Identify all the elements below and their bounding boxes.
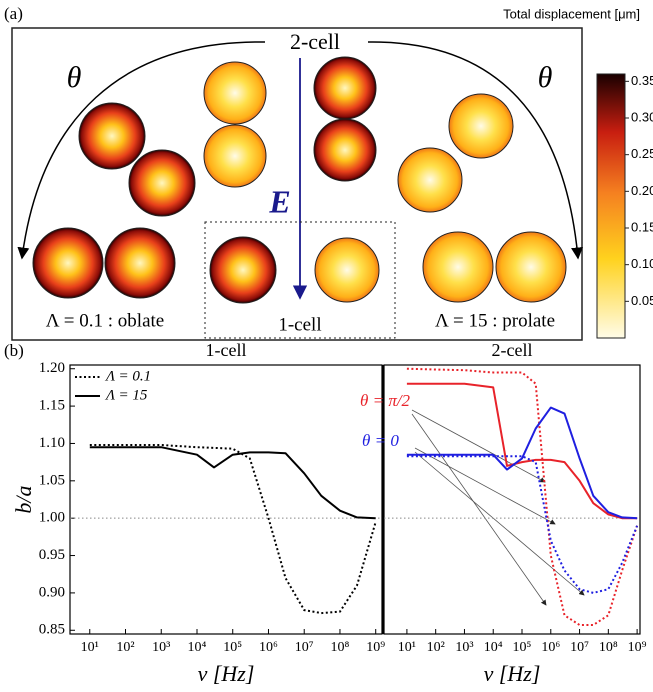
x-tick-label: 10⁷ bbox=[295, 640, 314, 655]
data-line bbox=[406, 367, 639, 626]
field-label: E bbox=[268, 183, 290, 219]
legend-label: Λ = 15 bbox=[104, 387, 148, 403]
cells bbox=[32, 56, 567, 304]
x-tick-label: 10⁵ bbox=[513, 640, 532, 655]
theta-arrow bbox=[17, 41, 266, 260]
data-line bbox=[406, 455, 639, 594]
two-cell-label: 2-cell bbox=[290, 29, 340, 54]
annotation: θ = π/2 bbox=[360, 391, 411, 410]
y-tick-label: 1.15 bbox=[39, 398, 65, 414]
colorbar bbox=[596, 73, 626, 339]
panel-label: (b) bbox=[4, 341, 24, 360]
data-line bbox=[89, 444, 377, 615]
x-tick-label: 10³ bbox=[455, 640, 473, 655]
y-axis-label: b/a bbox=[11, 485, 36, 513]
oblate-label: Λ = 0.1 : oblate bbox=[46, 310, 164, 331]
theta-label: θ bbox=[67, 61, 82, 94]
y-tick-label: 0.95 bbox=[39, 547, 65, 563]
plot-title: 2-cell bbox=[492, 340, 533, 360]
y-tick-label: 1.05 bbox=[39, 472, 65, 488]
x-tick-label: 10⁸ bbox=[599, 640, 618, 655]
colorbar-tick-label: 0.15 bbox=[631, 219, 653, 234]
x-tick-label: 10⁷ bbox=[570, 640, 589, 655]
x-tick-label: 10⁶ bbox=[541, 640, 560, 655]
x-tick-label: 10⁶ bbox=[259, 640, 278, 655]
y-tick-label: 1.00 bbox=[39, 510, 65, 526]
x-axis-label: ν [Hz] bbox=[484, 661, 541, 686]
annotation-arrow bbox=[411, 413, 547, 606]
data-line bbox=[406, 382, 638, 520]
cell bbox=[314, 237, 380, 303]
annotation-arrow bbox=[414, 447, 556, 525]
x-tick-label: 10⁸ bbox=[331, 640, 350, 655]
x-tick-label: 10³ bbox=[152, 640, 170, 655]
x-tick-label: 10² bbox=[427, 640, 445, 655]
colorbar-tick-label: 0.35 bbox=[631, 73, 653, 88]
prolate-label: Λ = 15 : prolate bbox=[435, 310, 555, 331]
cell bbox=[495, 231, 567, 303]
annotation: θ = 0 bbox=[362, 431, 399, 450]
theta-arrow bbox=[367, 41, 583, 260]
y-tick-label: 0.85 bbox=[39, 622, 65, 638]
x-tick-label: 10¹ bbox=[398, 640, 416, 655]
x-axis-label: ν [Hz] bbox=[198, 661, 255, 686]
cell bbox=[78, 102, 146, 170]
plot-title: 1-cell bbox=[206, 340, 247, 360]
theta-label: θ bbox=[538, 61, 553, 94]
one-cell-box bbox=[204, 221, 396, 339]
x-tick-label: 10⁴ bbox=[484, 640, 503, 655]
colorbar-tick-label: 0.25 bbox=[631, 146, 653, 161]
y-tick-label: 1.10 bbox=[39, 435, 65, 451]
annotation-arrows bbox=[411, 409, 585, 606]
colorbar-tick-label: 0.20 bbox=[631, 183, 653, 198]
x-tick-label: 10⁹ bbox=[628, 640, 647, 655]
cell bbox=[32, 227, 104, 299]
cell bbox=[313, 118, 377, 182]
panel-label: (a) bbox=[4, 4, 23, 23]
cell bbox=[422, 231, 494, 303]
x-tick-label: 10⁴ bbox=[188, 640, 207, 655]
x-tick-label: 10⁹ bbox=[366, 640, 385, 655]
colorbar-tick-label: 0.05 bbox=[631, 293, 653, 308]
legend-label: Λ = 0.1 bbox=[104, 368, 151, 384]
cell bbox=[203, 124, 267, 188]
colorbar-tick-label: 0.10 bbox=[631, 256, 653, 271]
cell bbox=[397, 147, 463, 213]
colorbar-title: Total displacement [μm] bbox=[503, 6, 640, 21]
plot-frame bbox=[383, 364, 641, 635]
x-tick-label: 10¹ bbox=[81, 640, 99, 655]
cell bbox=[448, 93, 514, 159]
cell bbox=[128, 149, 196, 217]
annotation-arrow bbox=[411, 409, 546, 483]
colorbar-tick-label: 0.30 bbox=[631, 109, 653, 124]
plot-frame bbox=[69, 364, 383, 635]
y-tick-label: 1.20 bbox=[39, 360, 65, 376]
one-cell-label: 1-cell bbox=[278, 314, 321, 335]
annotation-arrow bbox=[414, 451, 585, 596]
panel-a-frame bbox=[11, 27, 583, 341]
cell bbox=[313, 56, 377, 120]
cell bbox=[209, 236, 277, 304]
data-line bbox=[406, 406, 638, 520]
y-tick-label: 0.90 bbox=[39, 584, 65, 600]
x-tick-label: 10² bbox=[116, 640, 134, 655]
cell bbox=[104, 227, 176, 299]
cell bbox=[203, 61, 267, 125]
data-line bbox=[89, 446, 376, 520]
x-tick-label: 10⁵ bbox=[223, 640, 242, 655]
